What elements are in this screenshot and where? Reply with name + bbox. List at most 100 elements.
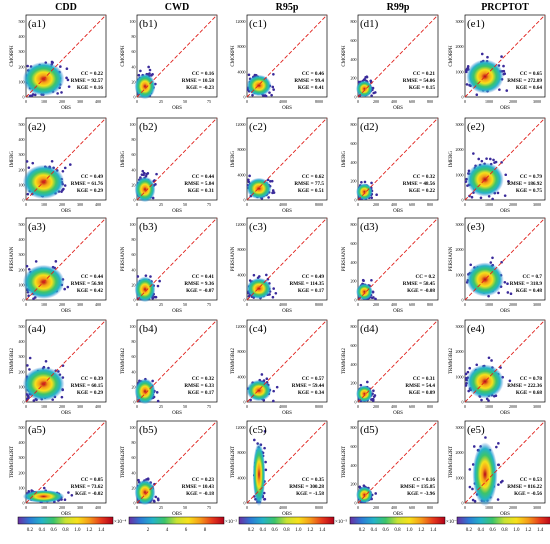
- metric-label: CC = 0.2: [415, 274, 435, 280]
- data-point: [497, 442, 500, 445]
- density-core: [466, 59, 504, 94]
- y-tick-label: 0: [134, 198, 136, 203]
- data-point: [260, 373, 264, 376]
- density-core: [252, 442, 266, 507]
- one-to-one-line: [357, 319, 439, 403]
- x-axis-label: OBS: [500, 512, 510, 517]
- y-tick-label: 4000: [238, 69, 246, 74]
- y-tick-label: 400: [19, 34, 25, 39]
- x-tick-label: 3000: [533, 404, 541, 409]
- y-axis-label: TRMM3B42: [10, 347, 15, 374]
- data-point: [372, 296, 375, 299]
- data-point: [59, 65, 62, 68]
- y-tick-label: 60: [132, 455, 136, 460]
- metric-label: KGE = 0.17: [188, 390, 215, 396]
- x-tick-label: 400: [391, 99, 397, 104]
- metric-label: CC = 0.21: [413, 71, 436, 77]
- y-tick-label: 4000: [238, 272, 246, 277]
- x-tick-label: 25: [159, 99, 163, 104]
- one-to-one-line: [357, 420, 439, 504]
- y-tick-label: 100: [19, 182, 25, 187]
- data-point: [50, 159, 54, 163]
- data-point: [28, 94, 32, 98]
- y-tick-label: 0: [462, 501, 464, 506]
- x-axis-label: OBS: [393, 209, 403, 214]
- data-point: [61, 169, 65, 173]
- data-point: [63, 498, 67, 502]
- density-core: [356, 183, 373, 201]
- x-tick-label: 200: [59, 202, 65, 207]
- data-point: [363, 77, 366, 81]
- y-tick-label: 80: [132, 137, 136, 142]
- colorbar-tick: 0.2: [248, 528, 255, 533]
- data-point: [374, 492, 377, 495]
- metric-label: RMSE = 222.36: [507, 383, 542, 389]
- x-axis-label: OBS: [172, 411, 182, 416]
- y-tick-label: 4000: [238, 475, 246, 480]
- x-tick-label: 200: [373, 202, 379, 207]
- data-point: [266, 178, 270, 182]
- data-point: [148, 68, 152, 72]
- data-point: [504, 173, 508, 177]
- data-point: [272, 389, 275, 393]
- metric-label: KGE = 0.22: [409, 188, 436, 194]
- data-point: [155, 391, 159, 394]
- y-tick-label: 80: [132, 440, 136, 445]
- x-tick-label: 0: [357, 302, 359, 307]
- y-tick-label: 12000: [236, 122, 246, 127]
- data-point: [497, 483, 500, 486]
- y-tick-label: 0: [134, 501, 136, 506]
- data-point: [471, 487, 474, 491]
- colorbar-tick: 0.6: [383, 528, 390, 533]
- x-tick-label: 300: [77, 99, 83, 104]
- x-tick-label: 1000: [485, 202, 493, 207]
- y-tick-label: 300: [19, 455, 25, 460]
- y-tick-label: 800: [351, 425, 357, 430]
- one-to-one-line: [246, 217, 328, 301]
- metric-label: KGE = -0.56: [514, 491, 542, 497]
- y-tick-label: 3000: [456, 122, 464, 127]
- y-axis-label: CMORPH: [449, 45, 454, 67]
- metric-label: RMSE = 272.09: [507, 78, 542, 84]
- density-core: [356, 283, 373, 301]
- y-tick-label: 3000: [456, 425, 464, 430]
- one-to-one-line: [136, 420, 218, 504]
- data-point: [475, 93, 479, 96]
- data-point: [263, 446, 266, 450]
- metric-label: KGE = 0.42: [77, 288, 104, 294]
- data-point: [499, 366, 502, 369]
- data-point: [506, 282, 509, 286]
- y-tick-label: 8000: [238, 247, 246, 252]
- metric-label: RMSE = 92.57: [71, 78, 104, 84]
- colorbar-tick: 0.8: [501, 528, 508, 533]
- metric-label: CC = 0.05: [81, 477, 104, 483]
- data-point: [271, 295, 275, 299]
- density-core: [134, 276, 156, 303]
- data-point: [498, 88, 501, 91]
- x-tick-label: 75: [207, 302, 211, 307]
- y-tick-label: 40: [132, 470, 136, 475]
- colorbar-tick: 0.8: [283, 528, 290, 533]
- metric-label: CC = 0.35: [302, 477, 325, 483]
- data-point: [502, 64, 505, 68]
- y-tick-label: 8000: [238, 349, 246, 354]
- y-tick-label: 0: [23, 198, 25, 203]
- x-tick-label: 600: [409, 404, 415, 409]
- data-point: [370, 278, 373, 282]
- y-tick-label: 60: [132, 354, 136, 359]
- data-point: [494, 160, 498, 164]
- x-tick-label: 300: [77, 302, 83, 307]
- panel-label: (a4): [28, 323, 46, 335]
- metric-label: CC = 0.32: [192, 376, 215, 382]
- x-axis-label: OBS: [500, 309, 510, 314]
- colorbar: 0.2 0.4 0.6 0.8 1.0 1.2 1.4 ×10⁻⁵: [238, 516, 347, 533]
- panel-label: (e4): [467, 323, 485, 335]
- metric-label: RMSE = 61.76: [71, 181, 104, 187]
- panel-label: (a3): [28, 221, 46, 233]
- data-point: [151, 379, 154, 383]
- metric-label: RMSE = 60.15: [71, 383, 104, 389]
- colorbar-tick: 4: [166, 528, 169, 533]
- density-core: [134, 73, 156, 100]
